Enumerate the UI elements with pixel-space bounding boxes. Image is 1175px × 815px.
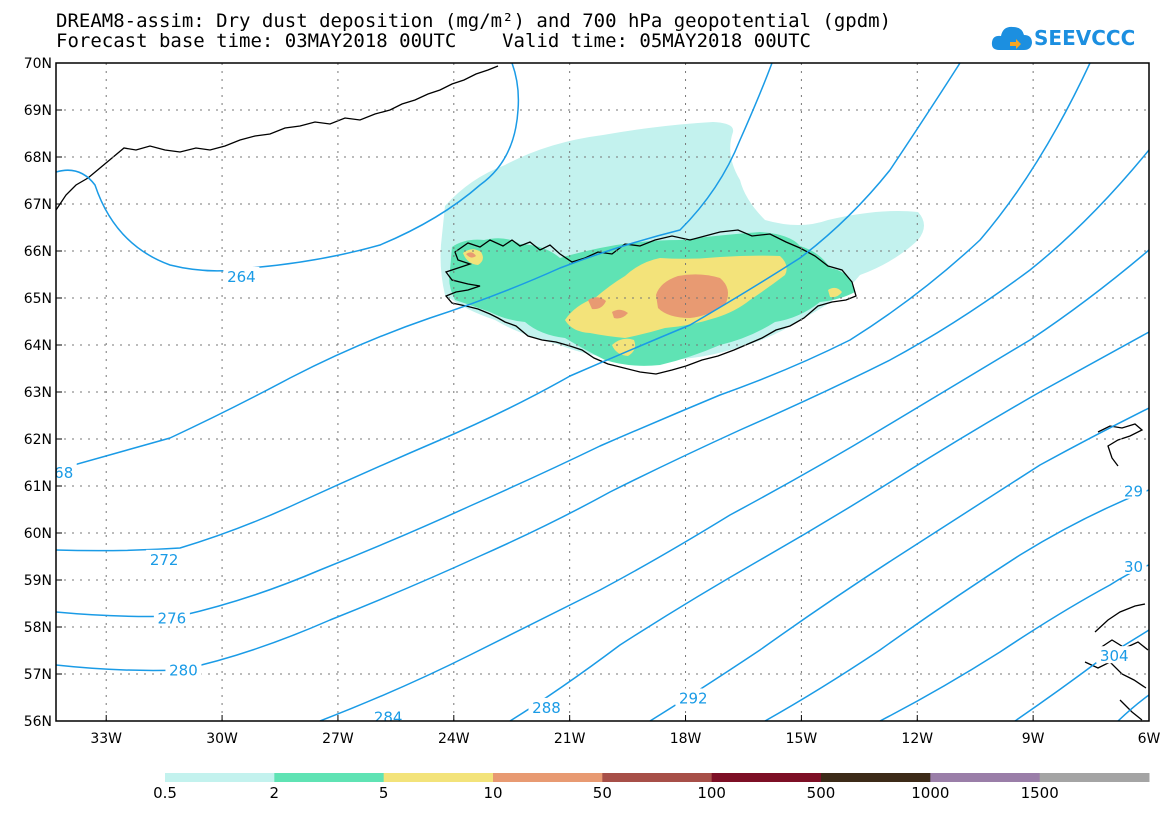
lat-label: 69N	[24, 103, 52, 119]
colorbar-label: 50	[592, 784, 612, 802]
contour-label: 284	[374, 708, 403, 726]
map-area: 264 68 272 276 280 284 288 292 29 30 304	[54, 63, 1149, 726]
colorbar-label: 1000	[911, 784, 950, 802]
contour-296	[764, 489, 1149, 721]
colorbar-swatch	[274, 773, 385, 782]
colorbar-label: 5	[378, 784, 389, 802]
dust-area-10b	[588, 297, 606, 310]
map-title: DREAM8-assim: Dry dust deposition (mg/m²…	[56, 10, 892, 32]
contour-308	[1117, 694, 1149, 721]
lon-label: 12W	[901, 731, 933, 747]
contour-label: 292	[679, 690, 708, 708]
contour-label-bg	[528, 697, 565, 715]
lon-label: 30W	[206, 731, 238, 747]
contour-276	[56, 63, 1091, 618]
contour-label-bg	[153, 608, 190, 626]
contour-label: 264	[227, 268, 256, 286]
contour-264	[56, 63, 520, 272]
colorbar-swatch	[493, 773, 603, 782]
lat-label: 61N	[24, 479, 52, 495]
contour-288	[509, 331, 1149, 721]
dust-area-10c	[612, 309, 628, 319]
contour-labels: 264 68 272 276 280 284 288 292 29 30 304	[54, 266, 1147, 726]
contour-label-bg	[223, 266, 260, 284]
colorbar-label: 0.5	[153, 784, 177, 802]
contour-label-bg	[56, 462, 77, 480]
lat-label: 68N	[24, 150, 52, 166]
greenland-coastline	[56, 65, 499, 211]
contour-label: 304	[1100, 647, 1129, 665]
contour-284	[319, 249, 1149, 721]
graticule	[56, 63, 1149, 721]
dust-area-10	[656, 274, 728, 318]
lon-label: 9W	[1022, 731, 1045, 747]
colorbar-label: 1500	[1020, 784, 1059, 802]
lon-label: 6W	[1138, 731, 1161, 747]
lon-label: 27W	[322, 731, 354, 747]
lat-label: 64N	[24, 338, 52, 354]
colorbar	[165, 773, 1150, 782]
lon-label: 15W	[786, 731, 818, 747]
colorbar-label: 100	[697, 784, 726, 802]
lon-label: 24W	[438, 731, 470, 747]
cloud-logo-icon	[991, 26, 1032, 50]
lat-label: 62N	[24, 432, 52, 448]
lat-label: 65N	[24, 291, 52, 307]
colorbar-swatch	[165, 773, 275, 782]
lat-label: 70N	[24, 56, 52, 72]
contour-label: 276	[158, 610, 187, 628]
seevccc-logo: SEEVCCC	[990, 18, 1170, 58]
contour-272	[56, 63, 961, 552]
contour-300	[879, 564, 1149, 721]
contour-label-bg	[1120, 481, 1147, 499]
lat-label: 60N	[24, 526, 52, 542]
contour-label: 280	[169, 661, 198, 679]
colorbar-swatch	[1039, 773, 1150, 782]
lat-label: 63N	[24, 385, 52, 401]
contour-label: 30	[1124, 558, 1143, 576]
lon-label: 33W	[90, 731, 122, 747]
dust-area-5b	[612, 338, 636, 356]
contour-label-bg	[146, 549, 183, 567]
colorbar-swatch	[930, 773, 1041, 782]
contour-label: 288	[532, 699, 561, 717]
longitude-axis: 33W 30W 27W 24W 21W 18W 15W 12W 9W 6W	[90, 715, 1161, 747]
dust-deposition-field	[440, 122, 924, 366]
latitude-axis: 70N 69N 68N 67N 66N 65N 64N 63N 62N 61N 60N 59N 58N 5…	[24, 56, 62, 730]
dust-area-10d	[466, 252, 476, 258]
colorbar-swatch	[383, 773, 494, 782]
lat-label: 57N	[24, 667, 52, 683]
dust-area-5d	[828, 287, 842, 298]
lat-label: 66N	[24, 244, 52, 260]
colorbar-label: 2	[269, 784, 280, 802]
contour-label: 272	[150, 551, 179, 569]
lat-label: 56N	[24, 714, 52, 730]
colorbar-swatch	[821, 773, 931, 782]
contour-label-bg	[165, 660, 202, 678]
contour-268	[56, 63, 773, 471]
contour-292	[649, 407, 1149, 721]
forecast-times: Forecast base time: 03MAY2018 00UTC Vali…	[56, 30, 811, 52]
contour-280	[56, 149, 1149, 672]
contour-304	[1014, 629, 1149, 721]
lon-label: 18W	[670, 731, 702, 747]
colorbar-swatch	[711, 773, 822, 782]
lat-label: 58N	[24, 620, 52, 636]
logo-text: SEEVCCC	[1034, 26, 1136, 50]
lat-label: 59N	[24, 573, 52, 589]
contour-label-bg	[1096, 646, 1133, 664]
contour-label-bg	[370, 707, 407, 721]
faroe-shetland-coastline	[1097, 423, 1144, 467]
colorbar-label: 10	[483, 784, 503, 802]
contour-label: 29	[1124, 483, 1143, 501]
contour-label: 68	[54, 464, 73, 482]
lon-label: 21W	[554, 731, 586, 747]
colorbar-label: 500	[806, 784, 836, 802]
contour-label-bg	[1120, 556, 1147, 574]
lat-label: 67N	[24, 197, 52, 213]
colorbar-swatch	[602, 773, 713, 782]
contour-label-bg	[675, 688, 712, 706]
